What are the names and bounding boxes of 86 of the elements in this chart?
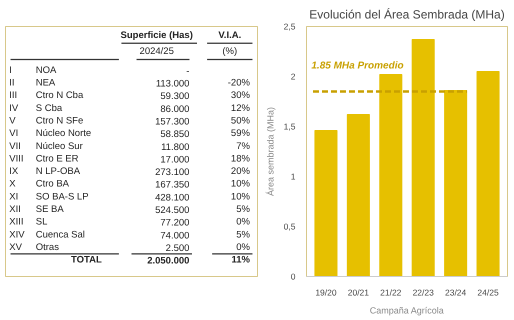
text: XIII — [9, 216, 24, 228]
category-label: SL — [36, 216, 48, 228]
text: VII — [9, 140, 21, 152]
text: Superficie (Has) 2024/25 — [120, 30, 193, 57]
text: VI — [9, 128, 18, 140]
text: X — [9, 178, 16, 190]
data-label: 167.350 — [155, 180, 190, 191]
text: V — [9, 115, 16, 126]
category-label: Cuenca Sal — [36, 229, 85, 240]
bar — [412, 39, 435, 276]
category-label: Ctro E ER — [36, 153, 79, 164]
data-label: - — [186, 66, 190, 77]
text: XI — [9, 191, 18, 202]
data-label: 5% — [236, 229, 250, 240]
text: XIV — [9, 229, 26, 240]
text: II — [9, 77, 15, 88]
y-tick-label: 0,5 — [284, 222, 296, 232]
data-label: 428.100 — [155, 192, 190, 204]
data-label: 11% — [231, 254, 250, 266]
data-label: 77.200 — [160, 218, 190, 229]
bar — [476, 71, 500, 276]
data-label: 58.850 — [160, 129, 190, 140]
text: III — [9, 90, 18, 102]
data-label: 7% — [236, 140, 250, 152]
data-label: -20% — [228, 77, 250, 88]
bar — [444, 90, 468, 276]
x-tick-label: 19/20 — [315, 288, 337, 298]
data-label: 59.300 — [160, 91, 190, 102]
bar — [379, 74, 402, 276]
data-label: 17.000 — [160, 154, 190, 166]
y-tick-label: 2,5 — [284, 22, 296, 32]
y-tick-label: 1,5 — [284, 122, 296, 132]
data-label: 2.050.000 — [147, 256, 190, 267]
data-label: 10% — [230, 178, 250, 190]
data-label: 0% — [236, 242, 250, 254]
y-tick-label: 2 — [290, 72, 296, 82]
text: IV — [9, 102, 19, 114]
category-label: NEA — [36, 77, 56, 88]
data-label: 524.500 — [155, 205, 190, 216]
bar — [314, 130, 338, 276]
x-tick-label: 21/22 — [380, 288, 402, 298]
y-axis-title: Área sembrada (MHa) — [266, 106, 276, 196]
data-label: 10% — [230, 191, 250, 202]
data-label: 113.000 — [156, 78, 190, 90]
data-label: 20% — [230, 166, 250, 178]
text: VIII — [9, 153, 24, 164]
category-label: TOTAL — [71, 254, 102, 266]
data-label: 74.000 — [160, 230, 190, 242]
x-axis-title: Campaña Agrícola — [370, 306, 444, 316]
category-label: Otras — [36, 242, 60, 254]
category-label: NOA — [36, 64, 57, 76]
y-tick-label: 0 — [290, 272, 296, 282]
data-label: 30% — [230, 90, 250, 102]
x-tick-label: 20/21 — [348, 288, 370, 298]
category-label: Núcleo Norte — [36, 128, 92, 140]
chart-title: Evolución del Área Sembrada (MHa) — [309, 8, 505, 22]
data-label: 157.300 — [155, 116, 190, 128]
category-label: N LP-OBA — [36, 166, 81, 178]
category-label: Ctro N Cba — [36, 90, 84, 102]
data-label: 5% — [236, 204, 250, 216]
data-label: 12% — [230, 102, 250, 114]
bar — [346, 114, 370, 276]
text: XV — [9, 242, 23, 254]
data-label: 59% — [230, 128, 250, 140]
data-label: 11.800 — [161, 142, 190, 153]
category-label: Ctro N SFe — [36, 115, 84, 126]
x-tick-label: 24/25 — [477, 288, 499, 298]
category-label: S Cba — [36, 102, 63, 114]
x-tick-label: 22/23 — [412, 288, 434, 298]
y-tick-label: 1 — [290, 172, 296, 182]
category-label: SE BA — [36, 204, 64, 216]
category-label: Núcleo Sur — [36, 140, 83, 152]
ref-line-label: 1.85 MHa Promedio — [311, 60, 404, 72]
text: IX — [9, 166, 19, 178]
data-label: 18% — [230, 153, 250, 164]
data-label: 50% — [230, 115, 250, 126]
data-label: 2.500 — [166, 243, 190, 254]
text: V.I.A. (%) — [218, 30, 242, 57]
text: XII — [9, 204, 21, 216]
data-label: 86.000 — [160, 104, 190, 115]
category-label: Ctro BA — [36, 178, 70, 190]
x-tick-label: 23/24 — [444, 288, 467, 298]
text: I — [9, 64, 12, 76]
category-label: SO BA-S LP — [36, 191, 89, 202]
data-label: 273.100 — [155, 167, 190, 178]
data-label: 0% — [236, 216, 250, 228]
